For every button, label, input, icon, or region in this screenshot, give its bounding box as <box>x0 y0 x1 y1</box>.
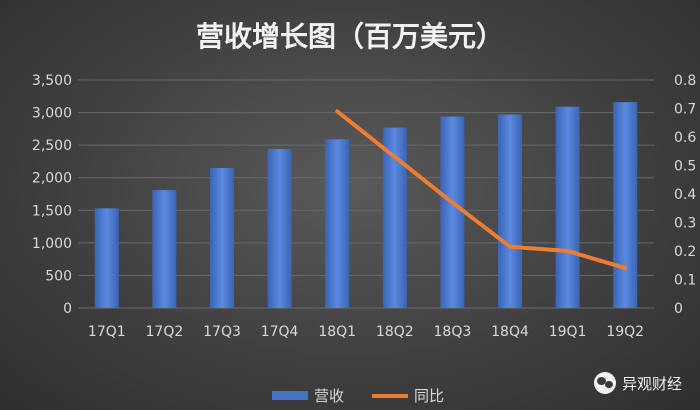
x-tick-label: 19Q2 <box>606 324 644 340</box>
x-tick-label: 17Q2 <box>146 324 184 340</box>
revenue-bar <box>440 116 465 308</box>
x-tick-label: 18Q1 <box>318 324 356 340</box>
y-right-tick-label: 0.1 <box>674 273 696 289</box>
legend-swatch-revenue <box>272 391 308 400</box>
y-left-tick-label: 1,500 <box>32 203 72 219</box>
x-tick-label: 17Q4 <box>261 324 299 340</box>
y-right-tick-label: 0.4 <box>674 187 696 203</box>
x-tick-label: 18Q3 <box>434 324 472 340</box>
x-tick-label: 18Q2 <box>376 324 414 340</box>
revenue-bar <box>267 149 292 308</box>
chart-title: 营收增长图（百万美元） <box>196 20 504 53</box>
watermark-text: 异观财经 <box>621 374 682 393</box>
y-left-tick-label: 2,000 <box>32 171 72 187</box>
revenue-bar <box>498 114 522 308</box>
y-right-tick-label: 0.7 <box>674 102 696 118</box>
revenue-bar <box>210 167 234 308</box>
y-left-tick-label: 3,500 <box>32 73 72 89</box>
y-left-tick-label: 1,000 <box>32 236 72 252</box>
y-right-tick-label: 0.3 <box>674 216 696 232</box>
y-right-tick-label: 0 <box>674 301 683 317</box>
y-right-tick-label: 0.6 <box>674 130 696 146</box>
x-tick-label: 17Q1 <box>88 324 126 340</box>
revenue-bar <box>325 139 350 308</box>
x-tick-label: 19Q1 <box>549 324 587 340</box>
y-right-tick-label: 0.5 <box>674 159 696 175</box>
revenue-bar <box>613 102 638 308</box>
y-left-tick-label: 500 <box>45 268 72 284</box>
watermark: 异观财经 <box>593 372 682 394</box>
y-left-tick-label: 3,000 <box>32 106 72 122</box>
legend-label-revenue: 营收 <box>314 387 344 405</box>
x-tick-label: 17Q3 <box>203 324 241 340</box>
revenue-bar <box>152 190 177 308</box>
y-right-tick-label: 0.2 <box>674 244 696 260</box>
yoy-growth-line <box>335 109 628 271</box>
legend-label-yoy: 同比 <box>414 387 444 405</box>
wechat-icon <box>593 372 616 394</box>
revenue-bar <box>555 106 580 308</box>
x-tick-label: 18Q4 <box>491 324 529 340</box>
y-left-tick-label: 0 <box>63 301 72 317</box>
revenue-bar <box>94 208 119 308</box>
y-right-tick-label: 0.8 <box>674 73 696 89</box>
y-left-tick-label: 2,500 <box>32 138 72 154</box>
chart-legend: 营收 同比 <box>272 387 444 405</box>
